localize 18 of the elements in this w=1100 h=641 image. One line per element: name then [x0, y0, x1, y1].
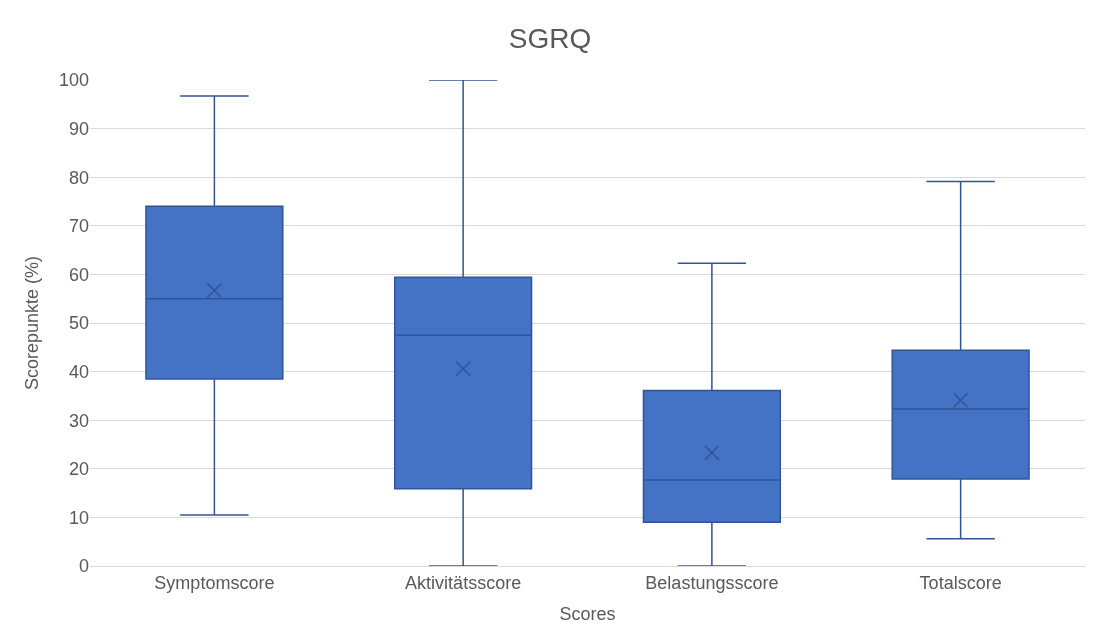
y-tick-label: 60 [68, 264, 89, 285]
chart-title: SGRQ [508, 23, 592, 55]
x-tick-label: Aktivitätsscore [405, 572, 522, 593]
y-tick-label: 100 [58, 70, 89, 91]
y-tick-label: 90 [68, 118, 89, 139]
y-tick-label: 80 [68, 167, 89, 188]
y-tick-label: 40 [68, 361, 89, 382]
y-tick-label: 70 [68, 216, 89, 237]
y-axis-title: Scorepunkte (%) [22, 255, 43, 391]
x-axis-title: Scores [559, 603, 616, 624]
x-tick-label: Symptomscore [154, 572, 275, 593]
y-tick-label: 30 [68, 410, 89, 431]
y-tick-label: 10 [68, 507, 89, 528]
x-tick-label: Totalscore [919, 572, 1002, 593]
y-tick-label: 50 [68, 313, 89, 334]
x-tick-label: Belastungsscore [645, 572, 779, 593]
y-tick-label: 0 [78, 556, 89, 577]
y-tick-label: 20 [68, 459, 89, 480]
